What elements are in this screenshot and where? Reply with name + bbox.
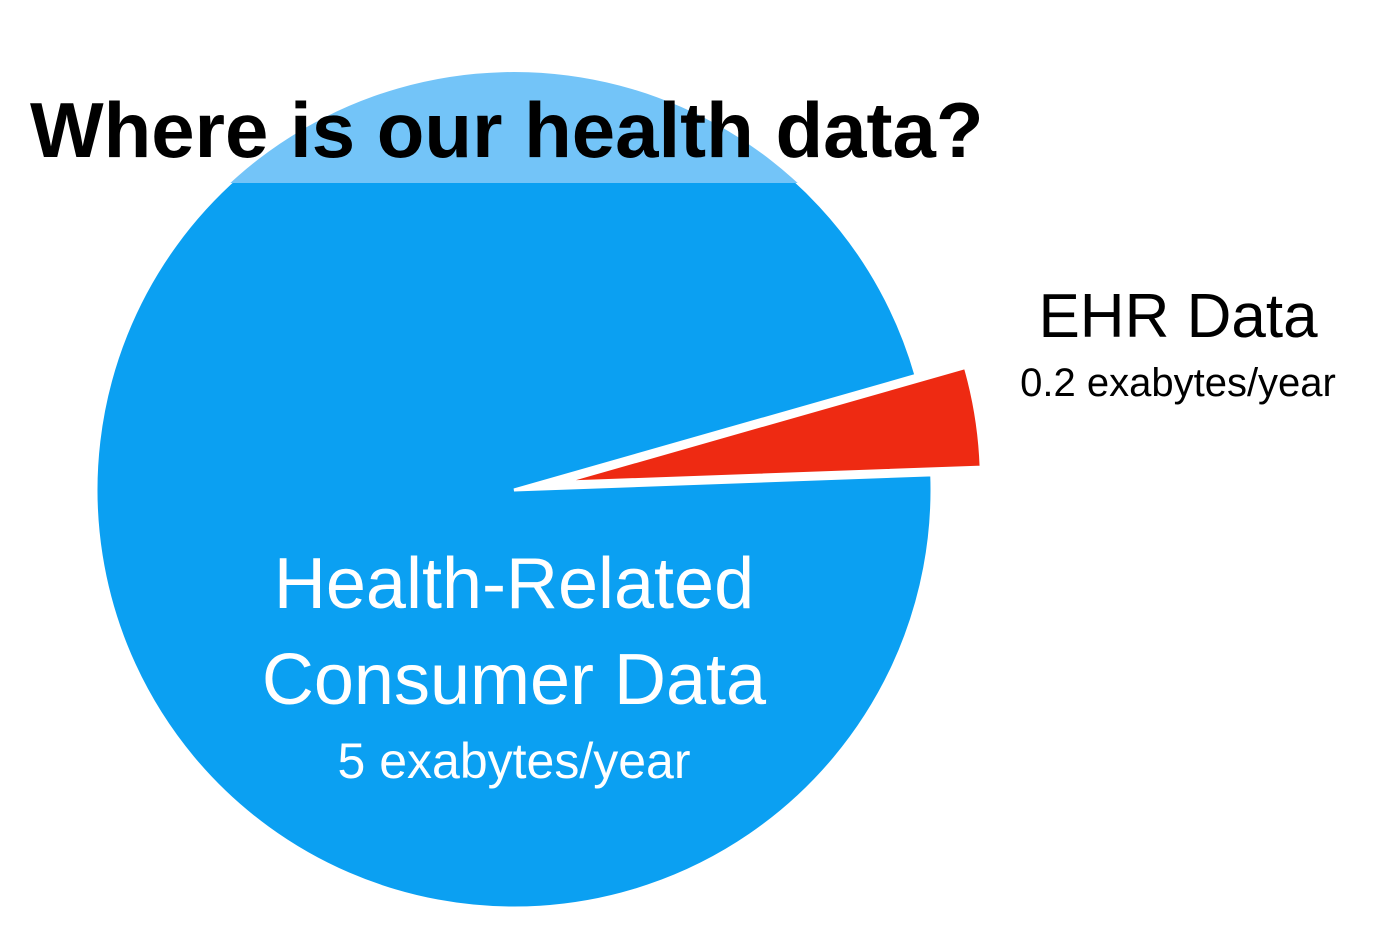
title-band <box>230 72 798 183</box>
slice-label-consumer-line-1: Health-Related <box>274 544 754 624</box>
slice-value-ehr: 0.2 exabytes/year <box>1020 361 1336 405</box>
slice-label-ehr: EHR Data <box>1038 282 1318 351</box>
chart-title: Where is our health data? <box>30 86 983 174</box>
slice-label-consumer-line-2: Consumer Data <box>262 640 767 720</box>
pie-slice-ehr-data <box>562 365 983 484</box>
slice-value-consumer: 5 exabytes/year <box>338 733 691 789</box>
